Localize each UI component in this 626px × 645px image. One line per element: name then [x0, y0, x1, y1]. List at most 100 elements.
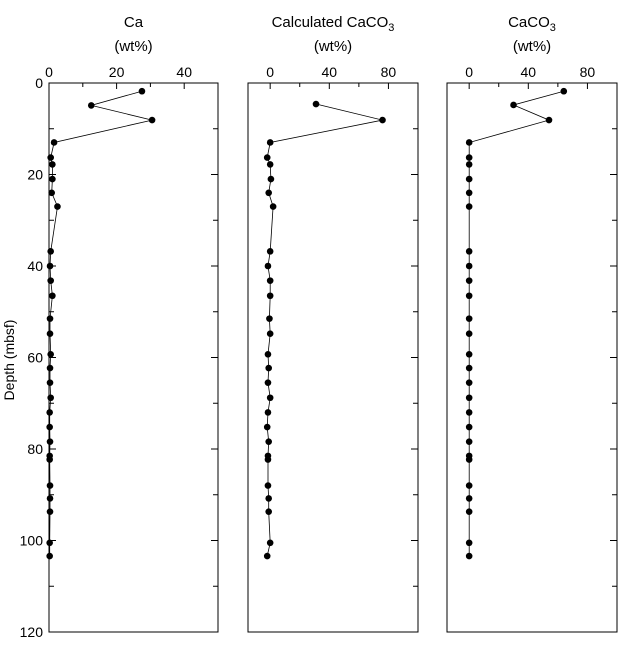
x-tick-label: 40 — [322, 64, 338, 80]
data-point — [465, 379, 473, 386]
data-point — [267, 175, 275, 183]
data-point — [49, 161, 56, 168]
data-point — [46, 456, 53, 463]
data-point — [465, 161, 473, 168]
data-point — [266, 315, 273, 322]
data-point — [266, 248, 274, 255]
data-point — [465, 175, 473, 183]
y-tick-label: 40 — [27, 258, 43, 274]
y-tick-label: 80 — [27, 441, 43, 457]
data-point — [148, 116, 156, 124]
series-line — [468, 90, 564, 557]
data-point — [266, 394, 274, 402]
data-point — [465, 262, 473, 270]
data-point — [263, 423, 271, 431]
series-line — [266, 103, 383, 557]
data-point — [264, 379, 272, 386]
data-point — [465, 248, 473, 255]
data-point — [47, 154, 54, 161]
data-point — [265, 189, 272, 197]
data-point — [46, 438, 54, 445]
data-point — [48, 189, 56, 197]
data-point — [465, 154, 473, 161]
x-tick-label: 40 — [176, 64, 192, 80]
panel-2-frame — [247, 82, 419, 633]
data-point — [46, 495, 54, 502]
data-point — [266, 539, 274, 547]
data-point — [46, 315, 54, 322]
y-tick-label: 20 — [27, 167, 43, 183]
data-point — [269, 203, 277, 210]
panel-1-subtitle: (wt%) — [114, 38, 152, 55]
x-tick-label: 0 — [266, 64, 274, 80]
series-line — [49, 90, 153, 557]
data-point — [47, 277, 54, 284]
data-point — [46, 482, 54, 489]
panel-3-title: CaCO3 — [508, 14, 556, 34]
data-point — [46, 508, 54, 515]
data-point — [465, 438, 473, 445]
y-tick-label: 60 — [27, 350, 43, 366]
data-point — [465, 364, 473, 372]
data-point — [47, 248, 54, 255]
x-tick-label: 80 — [580, 64, 596, 80]
data-point — [264, 350, 272, 358]
y-tick-label: 0 — [35, 75, 43, 91]
y-axis-title: Depth (mbsf) — [1, 320, 17, 401]
data-point — [510, 101, 517, 109]
data-point — [265, 364, 272, 372]
data-point — [465, 203, 473, 210]
data-point — [265, 438, 272, 445]
data-point — [46, 379, 54, 386]
data-point — [54, 203, 61, 210]
data-point — [465, 139, 473, 146]
panel-3-subtitle: (wt%) — [513, 38, 551, 55]
data-point — [46, 364, 54, 372]
data-point — [266, 161, 274, 168]
data-point — [49, 292, 56, 300]
data-point — [465, 508, 473, 515]
data-point — [50, 139, 58, 146]
panel-1-title: Ca — [124, 14, 144, 31]
data-point — [465, 482, 473, 489]
data-point — [46, 539, 53, 547]
data-point — [264, 482, 272, 489]
data-point — [138, 87, 146, 95]
data-point — [87, 102, 95, 109]
data-point — [49, 175, 56, 183]
data-point — [465, 456, 473, 463]
data-point — [265, 495, 272, 502]
data-point — [46, 552, 53, 560]
data-point — [465, 330, 473, 338]
data-point — [264, 409, 272, 416]
data-point — [465, 189, 473, 197]
data-point — [46, 262, 54, 270]
data-point — [266, 277, 274, 284]
data-point — [46, 423, 53, 431]
data-point — [263, 552, 271, 560]
data-point — [465, 292, 473, 300]
data-point — [465, 315, 473, 322]
data-point — [47, 350, 54, 358]
data-point — [465, 409, 473, 416]
x-tick-label: 0 — [465, 64, 473, 80]
panel-3-frame — [446, 82, 618, 633]
data-point — [465, 539, 473, 547]
data-point — [266, 139, 274, 146]
data-point — [265, 508, 272, 515]
x-tick-label: 0 — [45, 64, 53, 80]
data-point — [465, 552, 473, 560]
data-point — [465, 423, 473, 431]
y-tick-label: 100 — [20, 533, 44, 549]
x-tick-label: 80 — [381, 64, 397, 80]
y-tick-label: 120 — [20, 624, 44, 640]
x-tick-label: 40 — [521, 64, 537, 80]
data-point — [560, 87, 568, 95]
data-point — [47, 394, 54, 402]
data-point — [465, 277, 473, 284]
data-point — [264, 262, 272, 270]
panel-1-frame — [48, 82, 219, 633]
data-point — [465, 394, 473, 402]
data-point — [263, 154, 271, 161]
